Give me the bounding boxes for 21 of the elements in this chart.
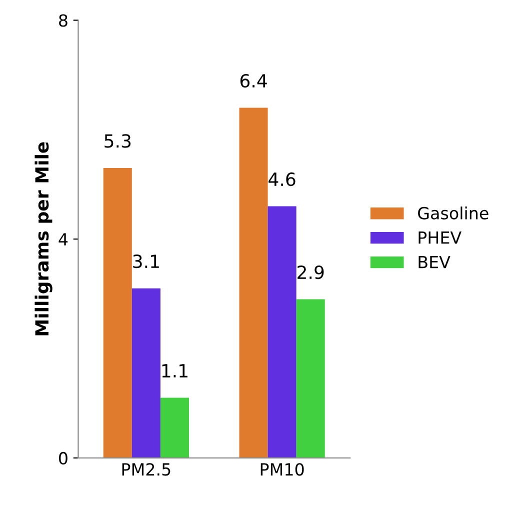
x-tick-label: PM10 (260, 463, 304, 476)
legend-label: PHEV (418, 232, 462, 244)
y-tick-label: 0 (59, 452, 68, 464)
bar (268, 206, 296, 458)
data-label: 1.1 (162, 364, 188, 378)
x-tick-label: PM2.5 (122, 463, 170, 476)
bar (160, 398, 189, 458)
data-label: 2.9 (298, 265, 324, 280)
y-axis-title: Milligrams per Mile (34, 142, 52, 336)
legend-label: Gasoline (418, 206, 488, 220)
bar (103, 168, 132, 458)
data-label: 6.4 (240, 74, 267, 88)
y-tick-label: 8 (59, 14, 68, 27)
legend-label: BEV (418, 256, 450, 268)
data-label: 4.6 (268, 172, 296, 186)
bar (239, 108, 268, 458)
y-tick-label: 4 (58, 233, 68, 246)
bar (132, 288, 160, 458)
data-label: 5.3 (104, 134, 131, 148)
bar (296, 299, 325, 458)
data-label: 3.1 (133, 254, 159, 268)
